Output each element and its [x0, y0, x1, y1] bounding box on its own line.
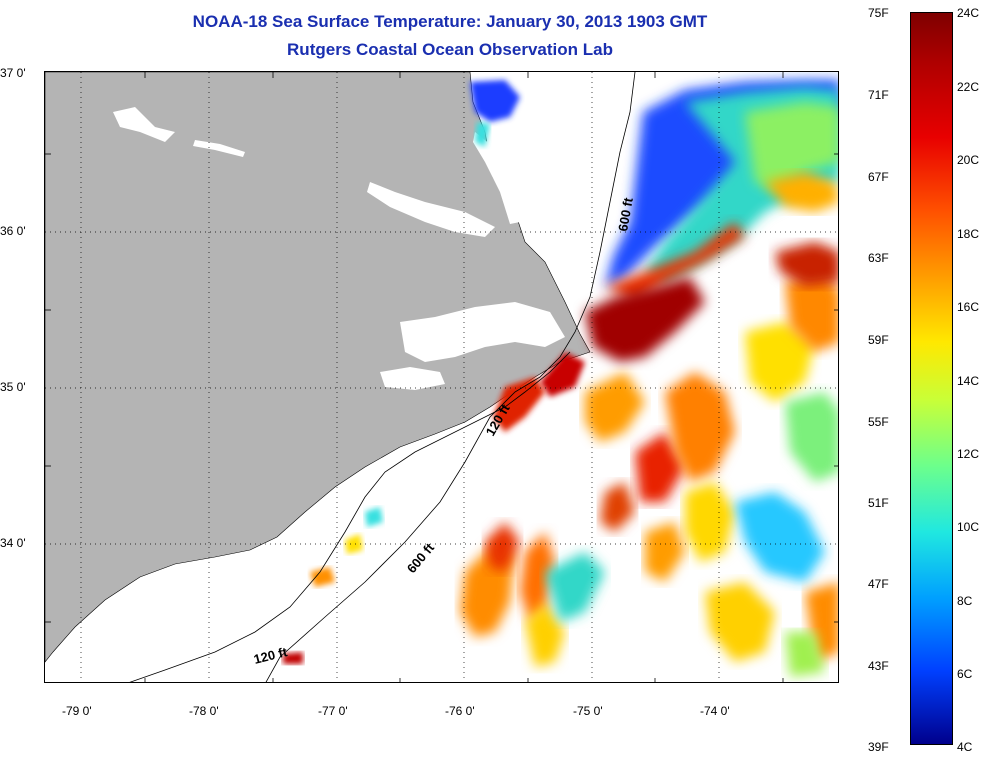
inland-water [380, 367, 445, 390]
colorbar-f-label: 51F [868, 496, 889, 510]
colorbar-f-label: 47F [868, 577, 889, 591]
colorbar-c-label: 6C [957, 667, 973, 681]
lat-label-36: 36 0' [0, 224, 26, 238]
frame-ticks [45, 72, 838, 682]
chart-title: NOAA-18 Sea Surface Temperature: January… [192, 12, 708, 31]
isobath-120ft-line [129, 351, 571, 682]
colorbar-c-label: 24C [957, 6, 980, 20]
colorbar-c-label: 18C [957, 227, 980, 241]
map-canvas: 600 ft 120 ft 600 ft 120 ft [45, 72, 838, 682]
lat-label-34: 34 0' [0, 536, 26, 550]
lat-label-37: 37 0' [0, 66, 26, 80]
inland-water [113, 107, 175, 142]
colorbar-c-label: 10C [957, 520, 980, 534]
colorbar-c-label: 20C [957, 153, 980, 167]
sst-map: 600 ft 120 ft 600 ft 120 ft [44, 71, 839, 683]
lon-label-74: -74 0' [700, 704, 730, 718]
colorbar-c-label: 22C [957, 80, 980, 94]
lon-label-77: -77 0' [318, 704, 348, 718]
colorbar-c-label: 14C [957, 374, 980, 388]
isobath-label: 600 ft [404, 540, 438, 576]
inland-water [367, 182, 495, 237]
isobath-600ft-line [265, 72, 636, 682]
inland-water [473, 132, 520, 224]
inland-water [193, 140, 245, 157]
colorbar-f-label: 39F [868, 740, 889, 754]
colorbar-c-label: 8C [957, 594, 973, 608]
lon-label-79: -79 0' [62, 704, 92, 718]
colorbar-f-label: 63F [868, 251, 889, 265]
sst-cloud-gaps-layer [283, 80, 838, 677]
colorbar-f-label: 59F [868, 333, 889, 347]
isobath-label: 600 ft [615, 196, 636, 233]
colorbar-c-label: 16C [957, 300, 980, 314]
chart-subtitle: Rutgers Coastal Ocean Observation Lab [287, 40, 613, 59]
inland-water [400, 302, 565, 362]
colorbar-f-label: 71F [868, 88, 889, 102]
colorbar-f-label: 75F [868, 6, 889, 20]
colorbar [910, 12, 953, 745]
lon-label-75: -75 0' [573, 704, 603, 718]
colorbar-f-label: 43F [868, 659, 889, 673]
lon-label-78: -78 0' [189, 704, 219, 718]
colorbar-c-label: 4C [957, 740, 973, 754]
lon-label-76: -76 0' [445, 704, 475, 718]
colorbar-c-label: 12C [957, 447, 980, 461]
graticule [45, 72, 838, 682]
colorbar-f-label: 67F [868, 170, 889, 184]
colorbar-f-label: 55F [868, 415, 889, 429]
lat-label-35: 35 0' [0, 380, 26, 394]
